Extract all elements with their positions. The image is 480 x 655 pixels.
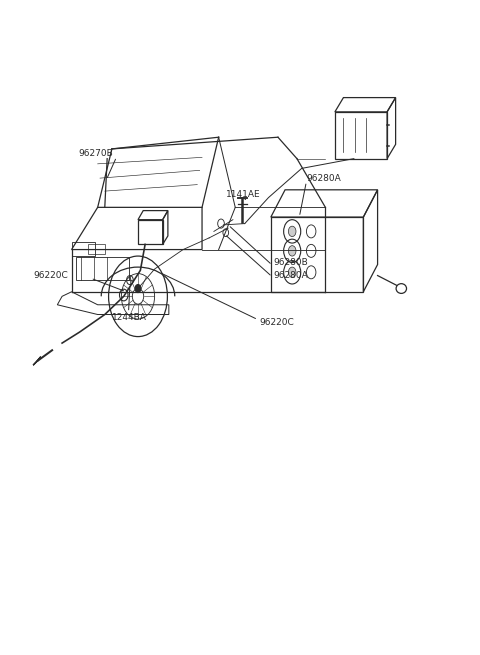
Circle shape xyxy=(288,226,296,236)
Text: 96280A: 96280A xyxy=(273,271,308,280)
Circle shape xyxy=(288,267,296,278)
Text: 96280B: 96280B xyxy=(273,258,308,267)
Text: 96270B: 96270B xyxy=(79,149,113,158)
Text: 96220C: 96220C xyxy=(34,271,68,280)
Text: 96280A: 96280A xyxy=(306,174,341,183)
Text: 96220C: 96220C xyxy=(259,318,294,327)
Text: 1141AE: 1141AE xyxy=(226,190,260,199)
Polygon shape xyxy=(33,357,41,365)
Circle shape xyxy=(288,246,296,256)
Text: 1244BA: 1244BA xyxy=(112,312,147,322)
Circle shape xyxy=(135,285,141,292)
